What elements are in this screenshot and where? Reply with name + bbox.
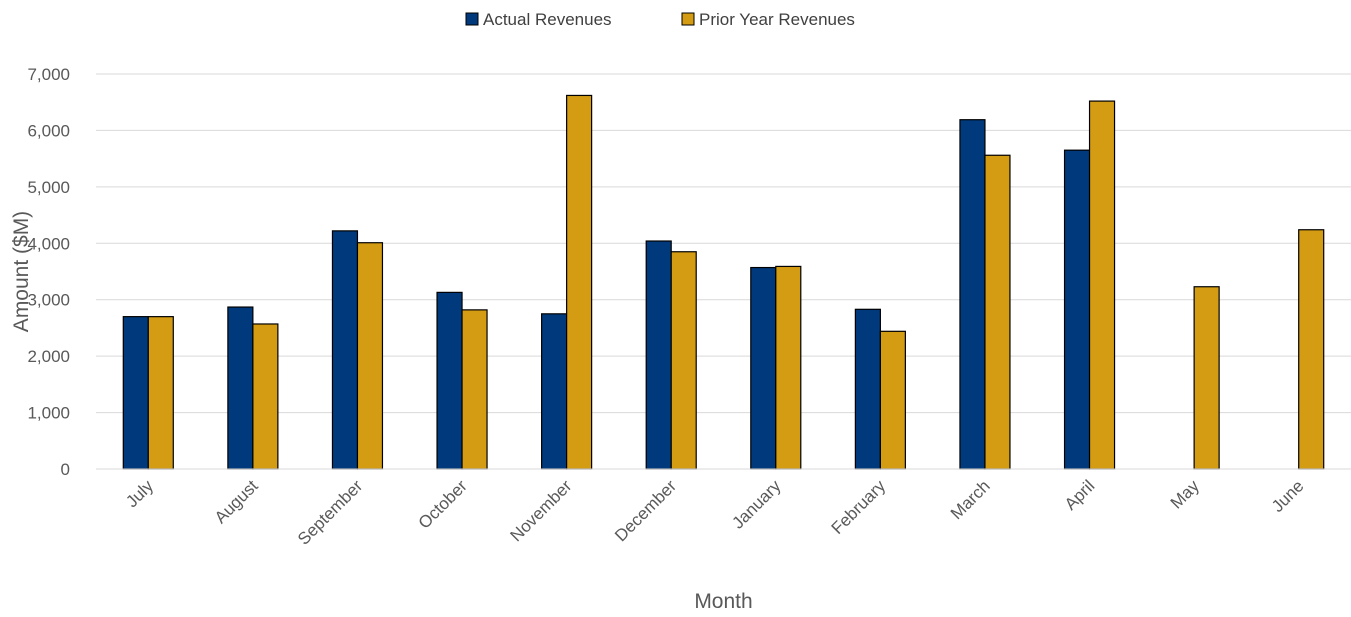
legend: Actual Revenues Prior Year Revenues (465, 10, 855, 29)
bar-actual-december (645, 240, 672, 470)
bar-actual-april (1063, 149, 1091, 470)
x-tick-label: November (507, 476, 576, 545)
bar-prior-year-january (775, 265, 802, 470)
x-tick-label: May (1167, 476, 1203, 512)
x-tick-label: September (294, 476, 366, 548)
y-axis-title: Amount ($M) (10, 211, 33, 332)
y-tick-label: 1,000 (27, 404, 70, 423)
bars (122, 94, 1325, 470)
x-tick-label: October (415, 476, 471, 532)
y-tick-label: 5,000 (27, 178, 70, 197)
x-tick-label: July (122, 476, 157, 511)
x-tick-label: June (1268, 476, 1308, 516)
bar-prior-year-december (670, 251, 697, 470)
legend-swatch-prior-year (681, 12, 695, 26)
bar-actual-january (750, 266, 777, 470)
bar-prior-year-august (252, 323, 279, 470)
bar-actual-august (227, 306, 254, 470)
legend-label: Actual Revenues (483, 10, 612, 29)
bar-prior-year-june (1298, 229, 1325, 470)
bar-prior-year-march (984, 154, 1011, 470)
bar-prior-year-july (147, 316, 174, 470)
x-tick-label: April (1061, 476, 1098, 513)
y-tick-label: 7,000 (27, 65, 70, 84)
y-tick-label: 2,000 (27, 347, 70, 366)
y-tick-label: 3,000 (27, 291, 70, 310)
bar-actual-september (331, 230, 359, 470)
x-tick-label: December (611, 476, 680, 545)
bar-actual-october (436, 291, 463, 470)
y-tick-label: 4,000 (27, 234, 70, 253)
bar-prior-year-september (356, 242, 384, 470)
bar-prior-year-october (461, 309, 488, 470)
legend-label: Prior Year Revenues (699, 10, 855, 29)
y-axis: 0 1,000 2,000 3,000 4,000 5,000 6,000 7,000 (27, 65, 70, 479)
bar-prior-year-may (1193, 286, 1220, 470)
gridlines (96, 73, 1351, 414)
y-tick-label: 0 (61, 460, 70, 479)
x-tick-label: January (728, 476, 785, 533)
bar-actual-february (854, 308, 881, 470)
legend-swatch-actual (465, 12, 479, 26)
bar-prior-year-april (1088, 100, 1116, 470)
x-tick-label: February (828, 476, 890, 538)
y-tick-label: 6,000 (27, 121, 70, 140)
x-tick-label: March (947, 476, 994, 523)
bar-prior-year-november (566, 94, 593, 470)
x-axis: July August September October November Decemb… (122, 476, 1307, 549)
bar-actual-march (959, 119, 986, 470)
bar-actual-july (122, 316, 149, 470)
bar-prior-year-february (879, 330, 906, 470)
bar-actual-november (541, 313, 568, 470)
x-axis-title: Month (694, 590, 752, 613)
x-tick-label: August (211, 476, 262, 527)
